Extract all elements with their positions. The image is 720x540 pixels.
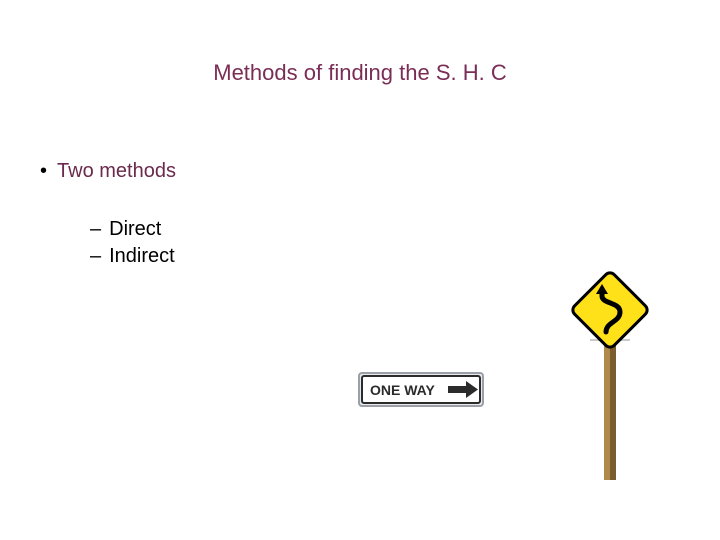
bullet-level2-text: Indirect	[109, 245, 175, 267]
bullet-dot-icon: •	[40, 160, 47, 182]
dash-icon: –	[90, 218, 101, 240]
bullet-level2-item: –Indirect	[90, 245, 175, 268]
bullet-level2-text: Direct	[109, 218, 161, 240]
one-way-sign-icon: ONE WAY	[358, 372, 484, 407]
bullet-level1-item: • Two methods	[40, 160, 176, 183]
bullet-level2-item: –Direct	[90, 218, 161, 241]
slide: Methods of finding the S. H. C • Two meth…	[0, 0, 720, 540]
dash-icon: –	[90, 245, 101, 267]
one-way-label: ONE WAY	[370, 382, 435, 398]
bullet-level1-text: Two methods	[57, 160, 176, 182]
winding-road-sign-icon	[550, 270, 660, 490]
slide-title: Methods of finding the S. H. C	[0, 60, 720, 86]
